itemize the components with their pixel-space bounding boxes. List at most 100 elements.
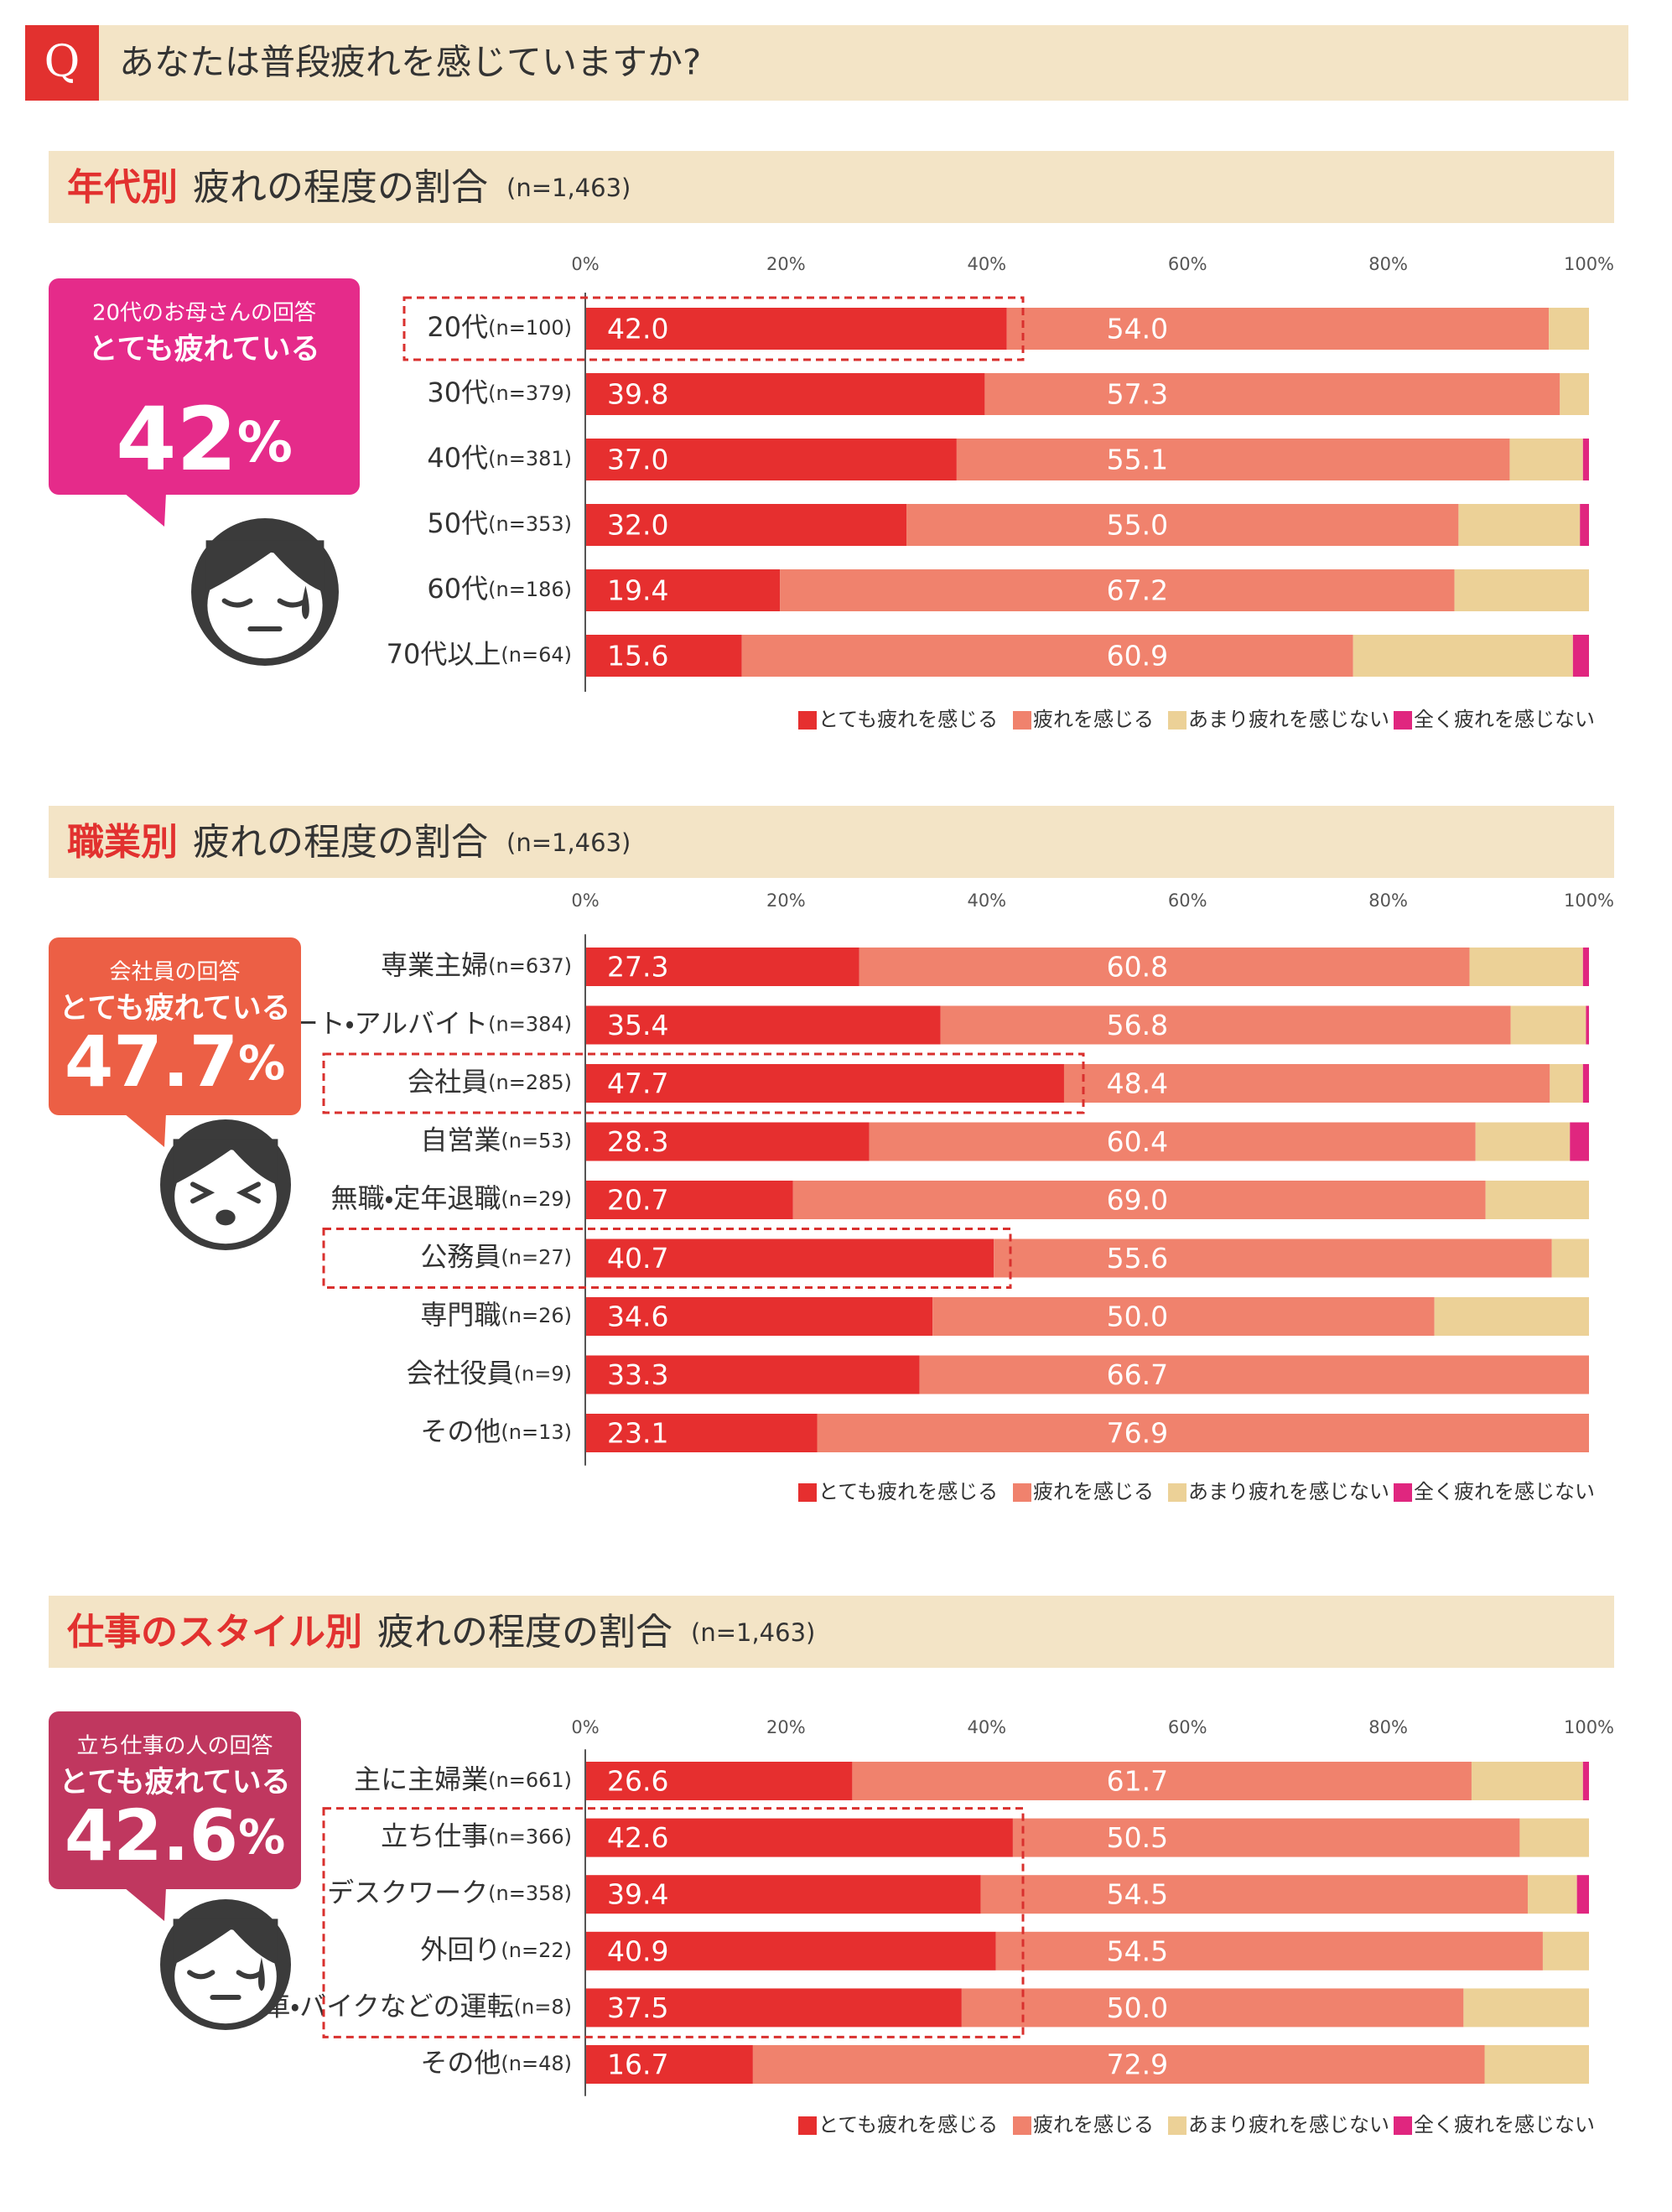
category-name: 公務員: [420, 1241, 501, 1273]
bar-segment: [869, 1122, 1476, 1161]
category-n: (n=379): [488, 382, 572, 405]
value-label: 72.9: [1107, 2048, 1168, 2081]
face-eye: [236, 1181, 261, 1204]
x-tick-label: 0%: [571, 891, 599, 911]
value-label: 57.3: [1107, 378, 1168, 411]
bar-segment: [1509, 439, 1583, 480]
category-n: (n=366): [488, 1825, 572, 1849]
category-n: (n=637): [488, 954, 572, 978]
value-label: 54.5: [1107, 1878, 1168, 1911]
value-label: 42.0: [607, 313, 668, 345]
category-label: 公務員(n=27): [420, 1241, 572, 1273]
category-n: (n=8): [514, 1995, 572, 2018]
value-label: 19.4: [607, 574, 668, 607]
value-label: 69.0: [1107, 1184, 1168, 1217]
q-box: [25, 25, 99, 101]
callout-number-unit: %: [238, 1810, 285, 1865]
bar-segment: [585, 1122, 870, 1161]
bar-segment: [1582, 439, 1589, 480]
bar-segment: [961, 1988, 1464, 2028]
value-label: 61.7: [1107, 1765, 1168, 1798]
bar-segment: [1458, 504, 1581, 546]
category-name: 40代: [427, 442, 488, 474]
bar-segment: [956, 439, 1510, 480]
value-label: 60.9: [1107, 640, 1168, 672]
category-n: (n=384): [488, 1013, 572, 1036]
legend-label: 疲れを感じる: [1033, 2113, 1154, 2137]
category-label: デスクワーク(n=358): [327, 1877, 572, 1908]
face-sweat: [302, 585, 309, 620]
section-band: [49, 1596, 1614, 1668]
value-label: 55.6: [1107, 1242, 1168, 1275]
category-label: 専門職(n=26): [420, 1299, 572, 1331]
highlight-box: [322, 1228, 1012, 1289]
x-tick-label: 20%: [766, 891, 806, 911]
callout-line1: 会社員の回答: [109, 960, 240, 985]
q-mark: Q: [44, 37, 80, 87]
category-name: パート・アルバイト: [265, 1008, 489, 1040]
question-band: [25, 25, 1628, 101]
x-tick-label: 40%: [967, 1717, 1006, 1737]
category-n: (n=13): [501, 1420, 572, 1444]
value-label: 27.3: [607, 951, 668, 984]
category-label: 30代(n=379): [427, 376, 572, 408]
category-name: 20代: [427, 311, 488, 343]
section-note: (n=1,463): [506, 174, 631, 202]
category-name: 車・バイクなどの運転: [263, 1990, 513, 2022]
legend-swatch: [1168, 1483, 1186, 1502]
bar-segment: [1469, 948, 1583, 986]
value-label: 54.0: [1107, 313, 1168, 345]
bar-segment: [585, 1988, 962, 2028]
category-n: (n=381): [488, 447, 572, 470]
x-tick-label: 100%: [1564, 254, 1614, 274]
bar-segment: [1475, 1122, 1571, 1161]
category-name: 外回り: [420, 1934, 501, 1965]
category-name: 70代以上: [387, 638, 501, 670]
bar-segment: [1580, 504, 1589, 546]
value-label: 39.8: [607, 378, 668, 411]
x-tick-label: 80%: [1368, 1717, 1408, 1737]
category-n: (n=661): [488, 1768, 572, 1792]
bar-segment: [932, 1297, 1435, 1336]
bar-segment: [1551, 1238, 1589, 1278]
category-n: (n=285): [488, 1071, 572, 1094]
category-label: 60代(n=186): [427, 573, 572, 605]
bar-segment: [1454, 569, 1589, 611]
bar-segment: [1576, 1875, 1589, 1914]
x-tick-label: 80%: [1368, 254, 1408, 274]
bar-segment: [940, 1005, 1511, 1045]
bar-segment: [585, 1875, 981, 1914]
value-label: 42.6: [607, 1821, 668, 1854]
face-bangs: [205, 540, 325, 592]
face-mouth: [215, 1209, 236, 1226]
value-label: 76.9: [1107, 1417, 1168, 1450]
face-skin: [174, 1149, 277, 1244]
category-n: (n=9): [514, 1363, 572, 1386]
highlight-box: [402, 296, 1025, 361]
category-n: (n=48): [501, 2052, 572, 2075]
category-n: (n=353): [488, 512, 572, 536]
callout-box: [49, 937, 301, 1115]
value-label: 20.7: [607, 1184, 668, 1217]
callout-line2: とても疲れている: [88, 333, 319, 366]
bar-segment: [1471, 1762, 1583, 1800]
face-eye: [221, 598, 253, 608]
value-label: 40.9: [607, 1934, 668, 1967]
bar-segment: [585, 1297, 933, 1336]
x-tick-label: 60%: [1168, 254, 1207, 274]
face-bangs: [173, 1139, 278, 1185]
bar-segment: [585, 1238, 994, 1278]
bar-segment: [585, 1762, 853, 1800]
legend-label: 全く疲れを感じない: [1414, 1480, 1595, 1503]
category-label: 専業主婦(n=637): [381, 949, 572, 981]
bar-segment: [1549, 308, 1589, 350]
bar-segment: [906, 504, 1459, 546]
category-name: 無職・定年退職: [331, 1182, 501, 1214]
category-n: (n=27): [501, 1246, 572, 1270]
bar-segment: [752, 2045, 1485, 2084]
x-tick-label: 40%: [967, 891, 1006, 911]
bar-segment: [585, 1181, 793, 1219]
bar-segment: [585, 569, 781, 611]
